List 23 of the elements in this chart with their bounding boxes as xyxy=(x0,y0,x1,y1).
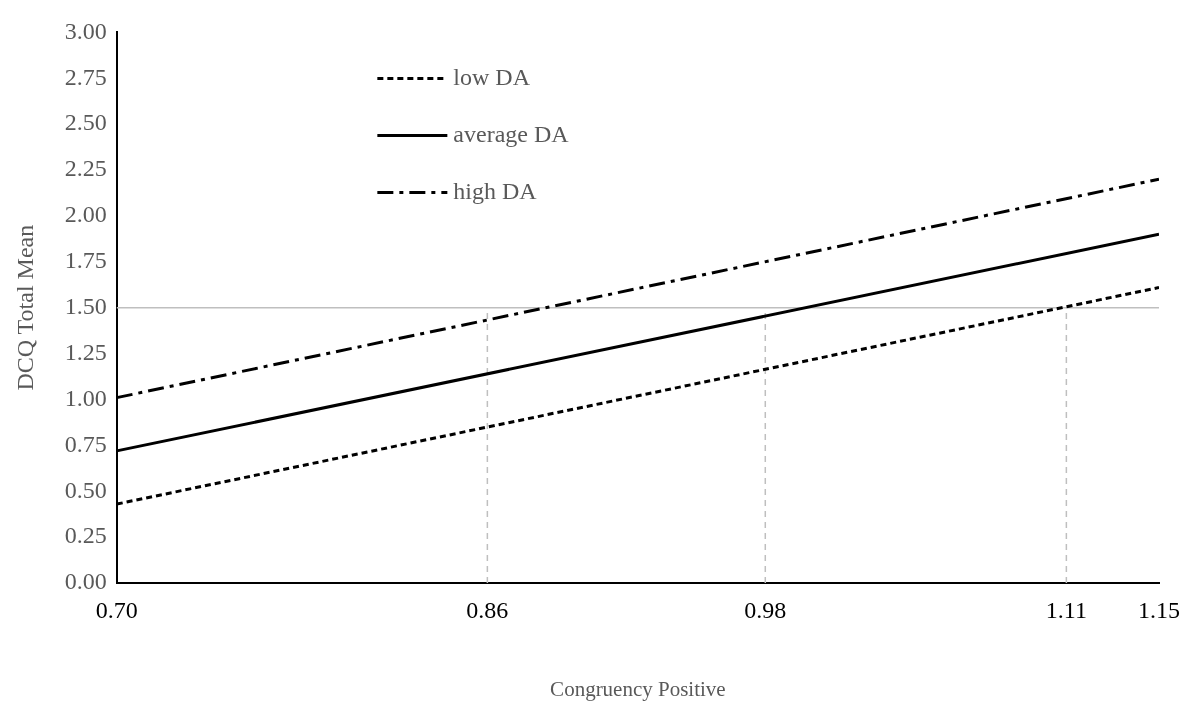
legend-label: high DA xyxy=(453,177,538,204)
y-tick-label: 2.00 xyxy=(64,201,107,228)
x-tick-label: 1.15 xyxy=(1138,596,1180,623)
y-tick-label: 0.50 xyxy=(64,476,107,503)
x-tick-label: 0.70 xyxy=(95,596,138,623)
x-tick-label: 0.86 xyxy=(466,596,509,623)
legend-label: low DA xyxy=(453,63,531,90)
y-axis-title: DCQ Total Mean xyxy=(11,224,38,391)
y-tick-label: 1.50 xyxy=(64,293,107,319)
y-tick-label: 2.50 xyxy=(64,109,107,136)
legend-label: average DA xyxy=(453,120,570,147)
y-tick-label: 1.75 xyxy=(64,247,107,274)
y-tick-label: 2.25 xyxy=(64,155,107,182)
y-tick-label: 0.25 xyxy=(64,522,107,549)
y-tick-label: 3.00 xyxy=(64,17,107,44)
y-tick-label: 0.75 xyxy=(64,430,107,457)
y-tick-label: 1.00 xyxy=(64,384,107,411)
y-tick-label: 0.00 xyxy=(64,568,107,595)
x-axis-title: Congruency Positive xyxy=(550,676,726,701)
y-tick-label: 1.25 xyxy=(64,338,107,365)
y-tick-label: 2.75 xyxy=(64,63,107,90)
x-tick-label: 0.98 xyxy=(744,596,787,623)
x-tick-label: 1.11 xyxy=(1045,596,1087,623)
